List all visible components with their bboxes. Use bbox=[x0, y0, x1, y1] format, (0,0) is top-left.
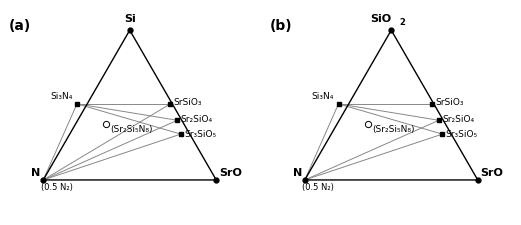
Text: (Sr₂Si₅N₈): (Sr₂Si₅N₈) bbox=[111, 126, 153, 135]
Text: Si₃N₄: Si₃N₄ bbox=[312, 92, 334, 101]
Text: (0.5 N₂): (0.5 N₂) bbox=[302, 182, 334, 191]
Text: SrSiO₃: SrSiO₃ bbox=[436, 98, 464, 107]
Text: (b): (b) bbox=[270, 19, 293, 33]
Text: Sr₃SiO₅: Sr₃SiO₅ bbox=[184, 130, 216, 140]
Text: (0.5 N₂): (0.5 N₂) bbox=[41, 182, 72, 191]
Text: Si: Si bbox=[124, 14, 135, 24]
Text: (a): (a) bbox=[9, 19, 31, 33]
Text: Sr₂SiO₄: Sr₂SiO₄ bbox=[181, 115, 213, 124]
Text: SrO: SrO bbox=[219, 168, 242, 178]
Text: Sr₂SiO₄: Sr₂SiO₄ bbox=[442, 115, 475, 124]
Text: (Sr₂Si₅N₈): (Sr₂Si₅N₈) bbox=[372, 126, 415, 135]
Text: Sr₃SiO₅: Sr₃SiO₅ bbox=[446, 130, 478, 140]
Text: SrO: SrO bbox=[480, 168, 503, 178]
Text: Si₃N₄: Si₃N₄ bbox=[51, 92, 72, 101]
Text: SiO: SiO bbox=[370, 14, 391, 24]
Text: 2: 2 bbox=[399, 18, 405, 27]
Text: N: N bbox=[293, 168, 302, 178]
Text: SrSiO₃: SrSiO₃ bbox=[174, 98, 202, 107]
Text: N: N bbox=[31, 168, 41, 178]
